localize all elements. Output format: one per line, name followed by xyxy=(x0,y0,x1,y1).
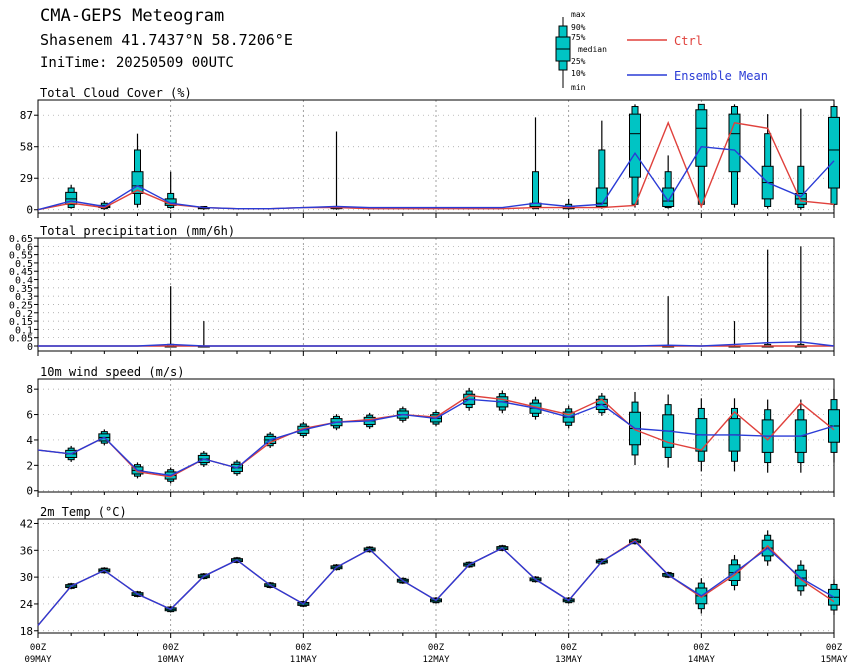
legend: max 90%75% median 25% 10% min Ctrl Ensemble Mea… xyxy=(555,10,768,92)
panel-1: Total precipitation (mm/6h)00.050.10.150… xyxy=(9,224,835,356)
panel-title: 10m wind speed (m/s) xyxy=(40,365,185,379)
y-tick-label: 6 xyxy=(26,409,33,422)
y-tick-label: 0 xyxy=(26,485,33,498)
box-inner xyxy=(131,171,144,194)
x-tick-label-time: 00Z xyxy=(561,643,578,653)
y-tick-label: 24 xyxy=(20,598,34,611)
mean-line xyxy=(38,341,835,347)
init-time-label: IniTime: 20250509 00UTC xyxy=(40,55,234,71)
ctrl-line xyxy=(37,394,835,478)
box-inner xyxy=(828,116,840,189)
y-tick-label: 0.2 xyxy=(15,309,33,320)
x-tick-label-date: 09MAY xyxy=(24,655,52,665)
mean-line xyxy=(37,398,835,477)
y-tick-label: 0.25 xyxy=(9,300,33,311)
y-tick-label: 0.35 xyxy=(9,284,33,295)
x-tick-label-date: 12MAY xyxy=(422,655,450,665)
legend-box-label: 10% xyxy=(571,69,586,78)
y-tick-label: 18 xyxy=(20,625,33,638)
box-group xyxy=(164,246,807,348)
y-tick-label: 0.5 xyxy=(15,259,33,270)
x-tick-label-time: 00Z xyxy=(693,643,710,653)
box-outer xyxy=(797,165,805,209)
y-tick-label: 29 xyxy=(20,172,33,185)
x-tick-label-date: 13MAY xyxy=(555,655,583,665)
panel-title: 2m Temp (°C) xyxy=(40,505,127,519)
legend-box-label: max xyxy=(571,10,586,19)
y-tick-label: 0.1 xyxy=(15,325,33,336)
y-tick-label: 0.6 xyxy=(15,242,33,253)
y-tick-label: 0.45 xyxy=(9,267,33,278)
box-inner xyxy=(695,109,708,167)
y-tick-label: 42 xyxy=(20,517,33,530)
location-label: Shasenem 41.7437°N 58.7206°E xyxy=(40,31,293,49)
panel-title: Total Cloud Cover (%) xyxy=(40,86,192,100)
x-tick-label-time: 00Z xyxy=(163,643,180,653)
y-tick-label: 2 xyxy=(26,459,33,472)
y-tick-label: 0.15 xyxy=(9,317,33,328)
box-group xyxy=(65,103,840,210)
x-axis-labels: 00Z 09MAY 00Z 10MAY 00Z 11MAY 00Z 12MAY 00Z 13MAY… xyxy=(24,643,848,665)
y-tick-label: 0 xyxy=(26,204,33,217)
x-tick-label-time: 00Z xyxy=(295,643,312,653)
x-tick-label-time: 00Z xyxy=(826,643,843,653)
ctrl-line xyxy=(37,539,835,626)
ctrl-line xyxy=(37,120,835,211)
legend-box-label: 90% xyxy=(571,23,586,32)
x-tick-label-date: 14MAY xyxy=(688,655,716,665)
y-tick-label: 0.3 xyxy=(15,292,33,303)
y-tick-label: 0 xyxy=(27,342,33,353)
legend-mean-label: Ensemble Mean xyxy=(674,69,768,83)
chart-title: CMA-GEPS Meteogram xyxy=(40,6,225,26)
x-tick-label-date: 15MAY xyxy=(820,655,848,665)
box-inner xyxy=(629,113,641,178)
box-inner xyxy=(728,113,741,173)
legend-box-label: min xyxy=(571,83,586,92)
mean-line xyxy=(37,540,835,626)
panel-title: Total precipitation (mm/6h) xyxy=(40,224,235,238)
y-tick-label: 0.4 xyxy=(15,276,33,287)
x-tick-label-time: 00Z xyxy=(428,643,445,653)
y-tick-label: 0.05 xyxy=(9,334,33,345)
y-tick-label: 36 xyxy=(20,544,33,557)
y-tick-label: 0.65 xyxy=(9,234,33,245)
legend-ctrl-label: Ctrl xyxy=(674,34,703,48)
y-tick-label: 30 xyxy=(20,571,33,584)
legend-box-label: 75% xyxy=(571,33,586,42)
mean-line xyxy=(37,145,835,211)
box-inner xyxy=(595,187,608,207)
legend-box-label: 25% xyxy=(571,57,586,66)
panel-0: Total Cloud Cover (%) 0 29 58 87 xyxy=(20,86,840,218)
panel-3: 2m Temp (°C) 18 24 30 36 42 xyxy=(20,505,840,638)
y-tick-label: 4 xyxy=(26,434,33,447)
y-tick-label: 8 xyxy=(26,383,33,396)
y-tick-label: 0.55 xyxy=(9,251,33,262)
legend-box-label: median xyxy=(578,45,607,54)
box-inner xyxy=(662,187,675,207)
x-tick-label-time: 00Z xyxy=(30,643,47,653)
x-tick-label-date: 11MAY xyxy=(290,655,318,665)
box-outer xyxy=(532,171,539,210)
box-group xyxy=(65,387,840,484)
panel-2: 10m wind speed (m/s) 0 2 4 6 8 xyxy=(26,365,840,498)
x-tick-label-date: 10MAY xyxy=(157,655,185,665)
box-inner xyxy=(65,191,78,205)
y-tick-label: 58 xyxy=(20,141,33,154)
box-group xyxy=(65,530,840,615)
y-tick-label: 87 xyxy=(20,109,33,122)
